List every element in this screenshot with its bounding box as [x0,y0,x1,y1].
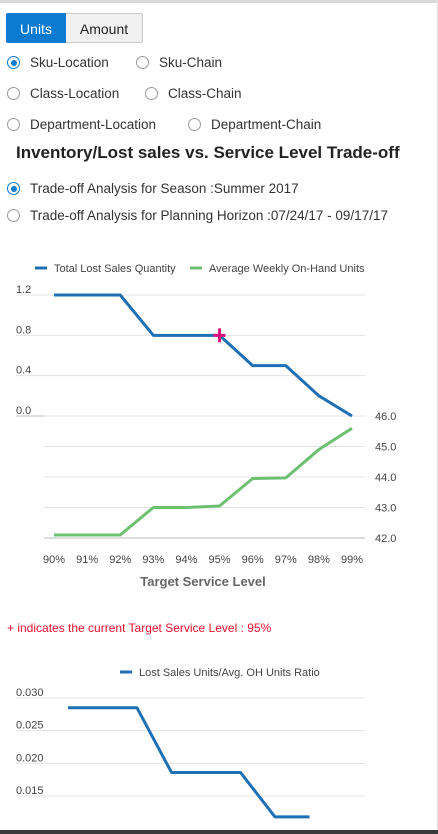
tradeoff-chart: Total Lost Sales Quantity Average Weekly … [16,263,396,589]
tick-label-y: 0.020 [16,752,44,764]
tick-label-x: 99% [341,554,363,566]
radio-dot-checked[interactable] [7,56,20,69]
tick-label-left: 0.0 [16,405,31,417]
units-amount-toggle: Units Amount [6,13,143,43]
radio-class-chain[interactable]: Class-Chain [145,86,242,101]
radio-dot[interactable] [188,118,201,131]
radio-label: Trade-off Analysis for Season :Summer 20… [30,181,299,196]
radio-label: Sku-Location [30,55,109,70]
legend-label-ratio: Lost Sales Units/Avg. OH Units Ratio [139,667,320,679]
radio-dot[interactable] [7,209,20,222]
tick-label-left: 0.8 [16,324,31,336]
legend-label-on-hand: Average Weekly On-Hand Units [209,263,365,275]
radio-dot[interactable] [7,118,20,131]
radio-label: Class-Chain [168,86,242,101]
tick-label-right: 43.0 [375,503,396,515]
tick-label-x: 90% [43,554,65,566]
radio-sku-location[interactable]: Sku-Location [7,55,109,70]
legend-lost-sales: Total Lost Sales Quantity [35,263,176,275]
series-line-on-hand [54,426,353,537]
bottom-bar [0,830,438,834]
radio-dot-checked[interactable] [7,182,20,195]
radio-planning-horizon-analysis[interactable]: Trade-off Analysis for Planning Horizon … [7,208,388,223]
tick-label-right: 44.0 [375,472,396,484]
tick-label-right: 46.0 [375,411,396,423]
legend-on-hand: Average Weekly On-Hand Units [190,263,365,275]
radio-dot[interactable] [7,87,20,100]
radio-dot[interactable] [145,87,158,100]
tick-label-left: 1.2 [16,284,31,296]
tick-label-x: 92% [109,554,131,566]
series-line-lost-sales [54,293,353,418]
radio-department-chain[interactable]: Department-Chain [188,117,321,132]
tick-label-x: 91% [76,554,98,566]
tick-label-x: 98% [308,554,330,566]
amount-button[interactable]: Amount [66,13,143,43]
radio-season-analysis[interactable]: Trade-off Analysis for Season :Summer 20… [7,181,299,196]
tick-label-x: 93% [142,554,164,566]
radio-sku-chain[interactable]: Sku-Chain [136,55,222,70]
tick-label-right: 45.0 [375,442,396,454]
radio-label: Sku-Chain [159,55,223,70]
tick-label-y: 0.025 [16,720,44,732]
radio-label: Department-Chain [211,117,322,132]
tick-label-x: 94% [175,554,197,566]
tick-label-right: 42.0 [375,533,396,545]
legend-label-lost-sales: Total Lost Sales Quantity [54,263,176,275]
tick-label-x: 96% [242,554,264,566]
radio-department-location[interactable]: Department-Location [7,117,156,132]
current-service-level-note: + indicates the current Target Service L… [7,621,272,635]
tick-label-x: 95% [209,554,231,566]
tick-label-y: 0.015 [16,785,44,797]
x-axis-title: Target Service Level [140,574,266,589]
radio-class-location[interactable]: Class-Location [7,86,119,101]
page-title: Inventory/Lost sales vs. Service Level T… [16,143,400,162]
tick-label-left: 0.4 [16,365,31,377]
ratio-chart: Lost Sales Units/Avg. OH Units Ratio 0.03… [16,667,365,819]
tick-label-x: 97% [275,554,297,566]
radio-dot[interactable] [136,56,149,69]
legend-ratio: Lost Sales Units/Avg. OH Units Ratio [120,667,320,679]
radio-label: Class-Location [30,86,120,101]
series-line-ratio [68,706,310,819]
tick-label-y: 0.030 [16,687,44,699]
current-level-marker [213,328,226,343]
units-button[interactable]: Units [6,13,66,43]
radio-label: Department-Location [30,117,157,132]
top-border [0,0,438,3]
radio-label: Trade-off Analysis for Planning Horizon … [30,208,388,223]
